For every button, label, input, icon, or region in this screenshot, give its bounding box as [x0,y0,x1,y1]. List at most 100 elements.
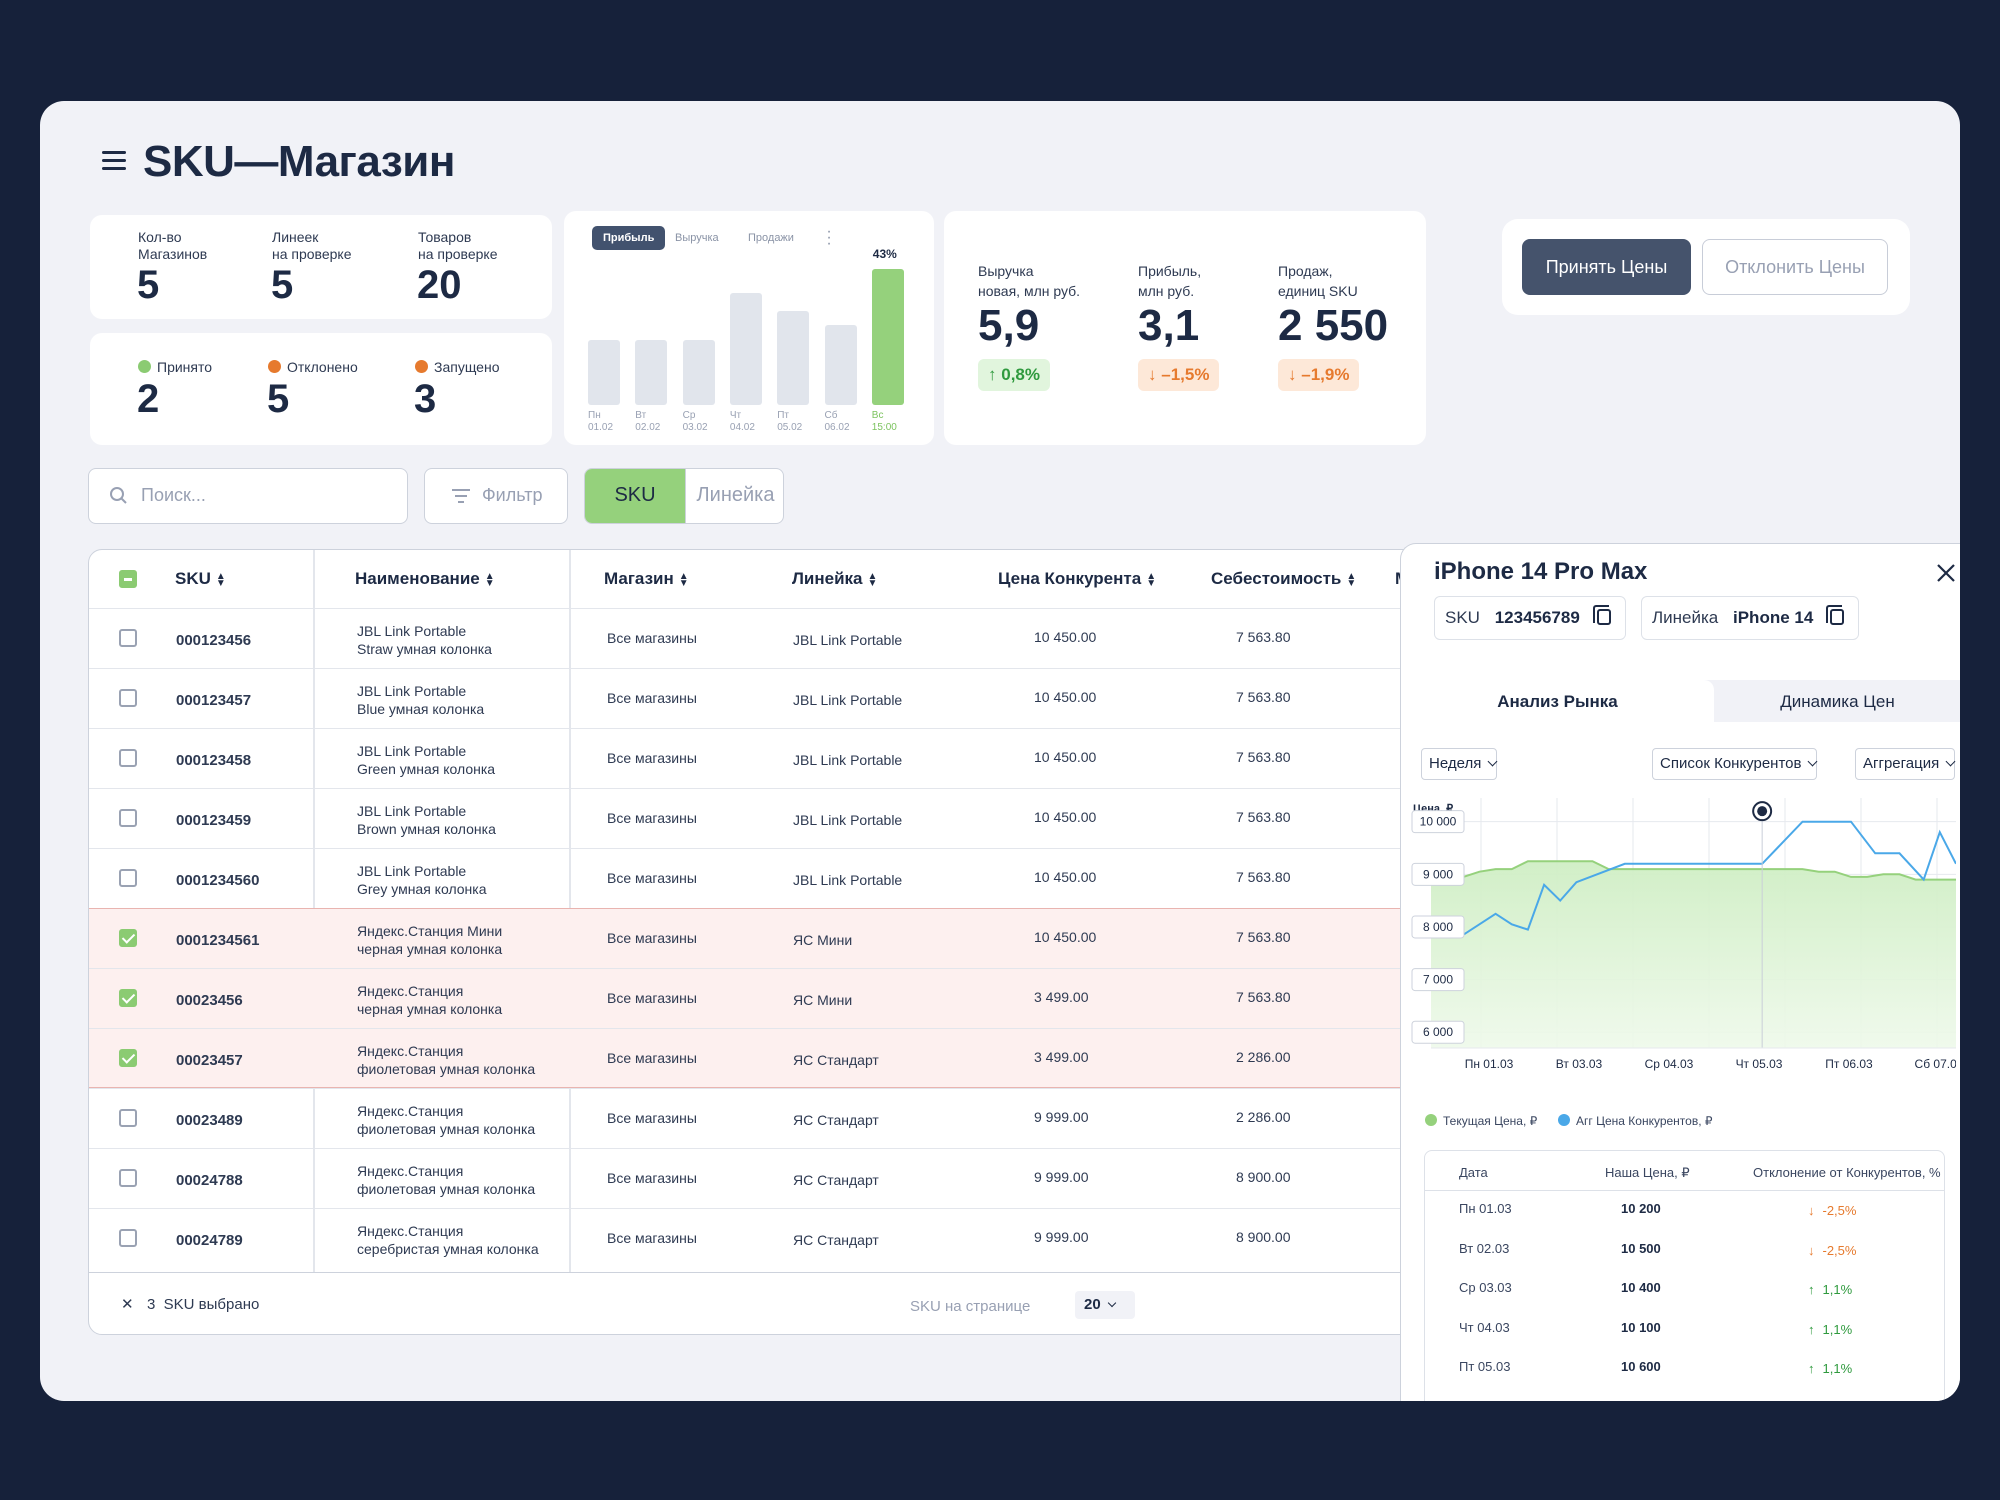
column-header-sku[interactable]: SKU ▲ ▼ [175,569,226,589]
profit-bar[interactable] [635,339,668,405]
table-row[interactable]: 00023457 Яндекс.Станция фиолетовая умная к… [89,1028,1487,1088]
clear-selection-icon[interactable]: ✕ [121,1296,134,1313]
arrow-up-icon: ↑ [1808,1282,1815,1297]
y-tick-box [1411,1020,1465,1044]
stat-label: Товаров на проверке [418,229,498,262]
cell-name: Яндекс.Станция Мини черная умная колонка [357,923,503,957]
row-checkbox[interactable] [119,629,137,647]
profit-bar[interactable] [824,324,857,405]
row-checkbox[interactable] [119,1109,137,1127]
aggregation-select[interactable]: Аггрегация [1855,748,1956,780]
bar-label: Сб 06.02 [824,410,850,433]
y-tick-label: 7 000 [1423,973,1453,987]
row-checkbox[interactable] [119,929,137,947]
row-deviation: ↑1,1% [1808,1401,1852,1402]
table-row[interactable]: 0001234561 Яндекс.Станция Мини черная умна… [89,908,1487,968]
cell-sku: 00023456 [176,992,243,1009]
cell-sku: 00024789 [176,1232,243,1249]
cell-cost: 8 900.00 [1236,1169,1291,1185]
column-header-cost[interactable]: Себестоимость ▲ ▼ [1211,569,1357,589]
column-header-store[interactable]: Магазин ▲ ▼ [604,569,689,589]
cell-competitor-price: 9 999.00 [1034,1169,1089,1185]
chevron-down-icon [1945,756,1956,767]
cell-name: Яндекс.Станция черная умная колонка [357,983,503,1017]
price-table-header [1425,1151,1944,1191]
sort-icon: ▲ ▼ [484,570,495,589]
stat-value: 3 [414,377,437,421]
tab-market-analysis[interactable]: Анализ Рынка [1401,680,1714,722]
stat-label: Кол-во Магазинов [138,229,208,262]
competitors-select[interactable]: Список Конкурентов [1652,748,1818,780]
y-tick-label: 9 000 [1423,867,1453,881]
row-date: Вт 02.03 [1459,1240,1510,1256]
status-dot [415,360,428,373]
selected-count: 3 SKU выбрано [147,1296,260,1313]
legend-dot [1425,1114,1437,1126]
copy-icon[interactable] [1826,605,1845,625]
row-checkbox[interactable] [119,1229,137,1247]
table-row[interactable]: 0001234560 JBL Link Portable Grey умная ко… [89,848,1487,908]
column-header-competitor-price[interactable]: Цена Конкурента ▲ ▼ [998,569,1157,589]
row-price: 10 700 [1621,1399,1661,1402]
table-row[interactable]: 000123457 JBL Link Portable Blue умная кол… [89,668,1487,728]
tab-profit[interactable]: Прибыль [592,226,666,250]
row-date: Сб 06.03 [1459,1399,1512,1402]
cell-name: JBL Link Portable Blue умная колонка [357,683,485,717]
tab-revenue[interactable]: Выручка [675,232,719,244]
row-deviation: ↑1,1% [1808,1321,1853,1337]
profit-bar[interactable] [777,311,810,405]
profit-bar[interactable] [871,269,904,405]
column-header-line[interactable]: Линейка ▲ ▼ [792,569,878,589]
period-select[interactable]: Неделя [1421,748,1498,780]
per-page-select[interactable]: 20 [1075,1291,1135,1319]
accept-prices-button[interactable]: Принять Цены [1522,239,1691,295]
row-deviation: ↑1,1% [1808,1282,1853,1297]
cell-line: JBL Link Portable [793,872,903,888]
table-row[interactable]: 00024789 Яндекс.Станция серебристая умная … [89,1208,1487,1268]
copy-icon[interactable] [1592,605,1611,625]
row-checkbox[interactable] [119,809,137,827]
table-row[interactable]: 00023489 Яндекс.Станция фиолетовая умная к… [89,1088,1487,1148]
row-checkbox[interactable] [119,749,137,767]
profit-bar[interactable] [729,293,762,405]
line-chip-value: iPhone 14 [1733,608,1814,627]
close-icon[interactable] [1936,563,1956,583]
cell-cost: 7 563.80 [1236,869,1291,885]
cell-sku: 000123456 [176,632,252,649]
cell-store: Все магазины [607,1170,697,1186]
table-row[interactable]: 00024788 Яндекс.Станция фиолетовая умная к… [89,1148,1487,1208]
more-vertical-icon[interactable]: · · · [826,223,832,252]
table-row[interactable]: 000123458 JBL Link Portable Green умная ко… [89,728,1487,788]
table-row[interactable]: 000123459 JBL Link Portable Brown умная ко… [89,788,1487,848]
sku-table: SKU ▲ ▼ Наименование ▲ ▼ Магазин ▲ ▼ Линейка ▲ ▼… [88,549,1488,1335]
search-input[interactable]: Поиск... [88,468,408,524]
row-checkbox[interactable] [119,1169,137,1187]
tab-price-dynamics[interactable]: Динамика Цен [1780,692,1895,711]
kpi-label: Выручка новая, млн руб. [978,263,1081,299]
kpi-value: 2 550 [1278,301,1389,350]
column-header-name[interactable]: Наименование ▲ ▼ [355,569,495,589]
filter-button[interactable]: Фильтр [424,468,568,524]
toggle-line[interactable]: Линейка [685,469,783,523]
sort-icon: ▲ ▼ [1346,570,1357,589]
cell-sku: 000123458 [176,752,252,769]
tab-sales[interactable]: Продажи [748,232,794,244]
cell-name: Яндекс.Станция фиолетовая умная колонка [357,1103,536,1137]
profit-bar[interactable] [588,339,620,405]
tooltip-marker-dot [1757,806,1768,817]
menu-icon[interactable] [102,151,126,171]
table-footer: ✕ 3 SKU выбрано SKU на странице 20 [89,1272,1487,1334]
row-checkbox[interactable] [119,1049,137,1067]
table-row[interactable]: 00023456 Яндекс.Станция черная умная колон… [89,968,1487,1028]
cell-competitor-price: 10 450.00 [1034,689,1097,705]
select-all-checkbox[interactable] [119,570,137,588]
profit-bar[interactable] [682,339,715,405]
row-checkbox[interactable] [119,689,137,707]
reject-prices-button[interactable]: Отклонить Цены [1702,239,1888,295]
table-row[interactable]: 000123456 JBL Link Portable Straw умная ко… [89,608,1487,668]
row-checkbox[interactable] [119,989,137,1007]
row-checkbox[interactable] [119,869,137,887]
toggle-sku[interactable]: SKU [585,469,685,523]
cell-cost: 7 563.80 [1236,929,1291,945]
arrow-down-icon: ↓ [1808,1203,1815,1218]
